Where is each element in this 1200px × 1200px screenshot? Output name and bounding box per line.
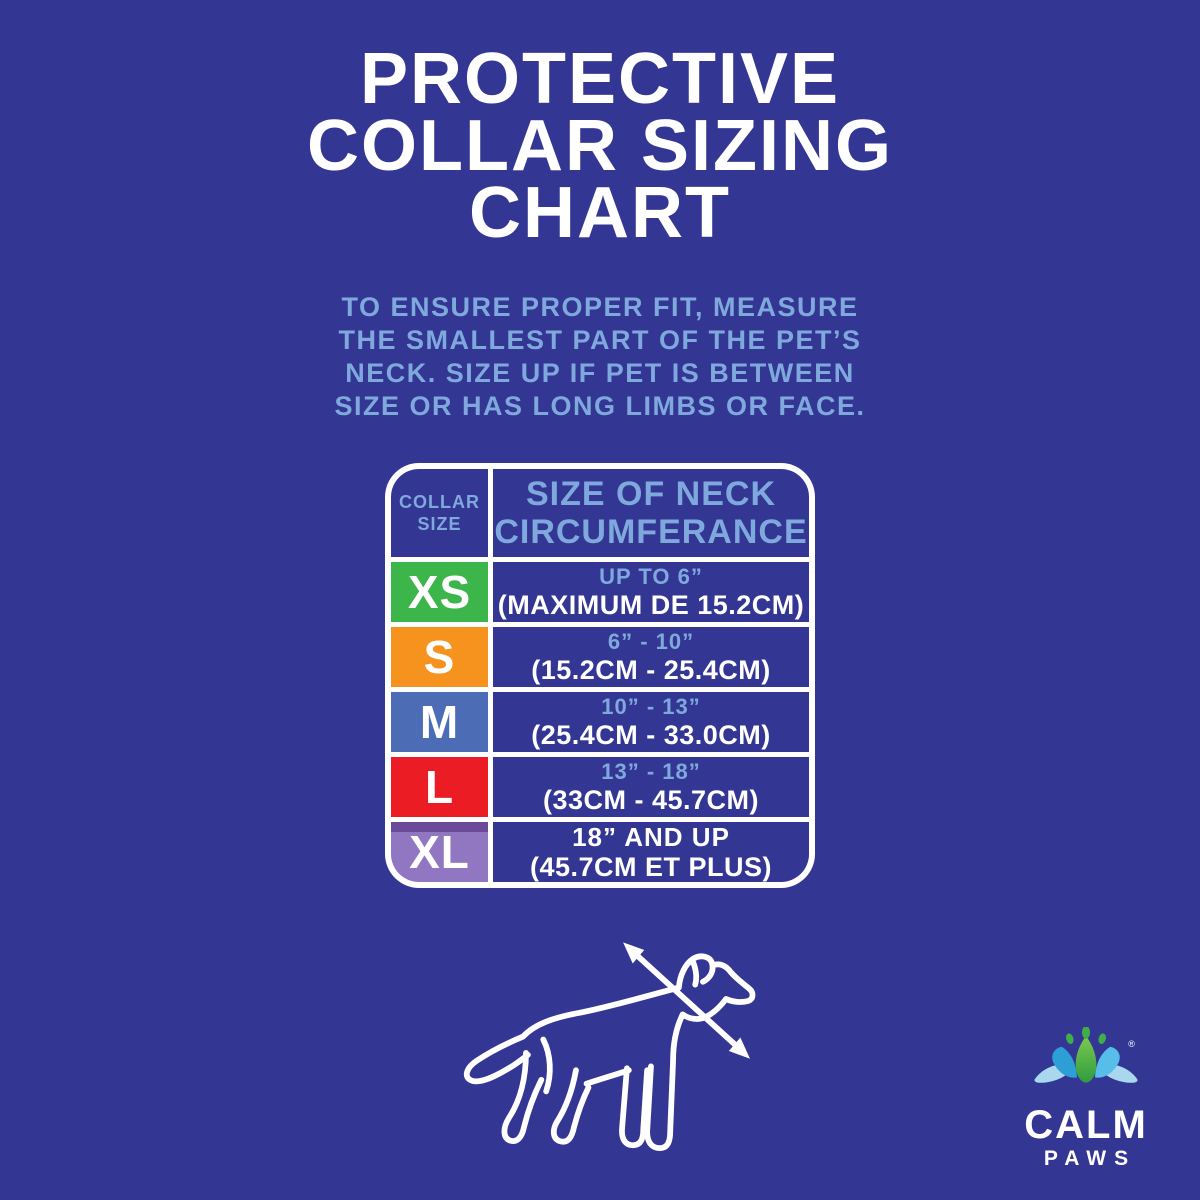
size-swatch-l: L bbox=[391, 757, 488, 817]
size-swatch-xl: XL bbox=[391, 822, 488, 882]
column-header-text: CIRCUMFERANCE bbox=[494, 513, 808, 551]
page-title-line: CHART bbox=[469, 173, 731, 253]
page-title: PROTECTIVE COLLAR SIZING CHART bbox=[0, 39, 1200, 253]
page-title-line: COLLAR SIZING bbox=[307, 106, 893, 186]
table-row-m-values: 10” - 13” (25.4CM - 33.0CM) bbox=[493, 692, 809, 752]
range-inches: UP TO 6” bbox=[599, 563, 703, 589]
range-metric: (MAXIMUM DE 15.2CM) bbox=[497, 589, 805, 620]
range-metric: (33CM - 45.7CM) bbox=[542, 784, 760, 815]
page-title-line: PROTECTIVE bbox=[359, 39, 841, 119]
dog-outline bbox=[463, 953, 756, 1151]
range-metric: (15.2CM - 25.4CM) bbox=[531, 654, 771, 685]
table-row-xl-values: 18” AND UP (45.7CM ET PLUS) bbox=[493, 822, 809, 882]
range-metric: (45.7CM ET PLUS) bbox=[529, 851, 773, 882]
fit-instructions-line: TO ENSURE PROPER FIT, MEASURE bbox=[341, 292, 859, 322]
size-swatch-xs: XS bbox=[391, 562, 488, 622]
fit-instructions-line: SIZE OR HAS LONG LIMBS OR FACE. bbox=[334, 391, 866, 421]
lotus-dot bbox=[1081, 1026, 1091, 1039]
dog-illustration-container bbox=[0, 926, 1200, 1176]
fit-instructions: TO ENSURE PROPER FIT, MEASURE THE SMALLE… bbox=[0, 291, 1200, 423]
registered-mark: ® bbox=[1128, 1039, 1135, 1049]
column-header-collar-size: COLLAR SIZE bbox=[391, 469, 488, 557]
brand-name: CALM bbox=[1024, 1103, 1148, 1147]
sizing-table: COLLAR SIZE SIZE OF NECK CIRCUMFERANCE X… bbox=[385, 463, 815, 888]
fit-instructions-line: THE SMALLEST PART OF THE PET’S bbox=[338, 325, 862, 355]
lotus-petal-right bbox=[1095, 1046, 1120, 1078]
table-row-s-values: 6” - 10” (15.2CM - 25.4CM) bbox=[493, 627, 809, 687]
range-inches: 13” - 18” bbox=[601, 758, 701, 784]
column-header-text: COLLAR bbox=[399, 492, 480, 512]
fit-instructions-line: NECK. SIZE UP IF PET IS BETWEEN bbox=[345, 358, 855, 388]
table-row-l-values: 13” - 18” (33CM - 45.7CM) bbox=[493, 757, 809, 817]
range-inches: 6” - 10” bbox=[607, 628, 695, 654]
dog-neck-measure-illustration bbox=[463, 942, 756, 1151]
table-row-xs-values: UP TO 6” (MAXIMUM DE 15.2CM) bbox=[493, 562, 809, 622]
range-inches: 10” - 13” bbox=[601, 693, 701, 719]
neck-measure-arrow bbox=[623, 942, 750, 1059]
lotus-petal-left bbox=[1052, 1046, 1077, 1078]
size-swatch-s: S bbox=[391, 627, 488, 687]
calm-paws-logo: ® CALM PAWS bbox=[1006, 1026, 1166, 1172]
column-header-neck-circumference: SIZE OF NECK CIRCUMFERANCE bbox=[493, 469, 809, 557]
lotus-dot bbox=[1098, 1033, 1107, 1044]
brand-subname: PAWS bbox=[1043, 1147, 1137, 1170]
column-header-text: SIZE bbox=[417, 514, 462, 534]
column-header-text: SIZE OF NECK bbox=[525, 475, 777, 513]
range-metric: (25.4CM - 33.0CM) bbox=[531, 719, 771, 750]
range-inches: 18” AND UP bbox=[572, 821, 730, 852]
lotus-dot bbox=[1065, 1033, 1074, 1044]
lotus-center-leaf bbox=[1075, 1036, 1097, 1083]
lotus-icon: ® bbox=[1034, 1026, 1138, 1083]
size-swatch-m: M bbox=[391, 692, 488, 752]
